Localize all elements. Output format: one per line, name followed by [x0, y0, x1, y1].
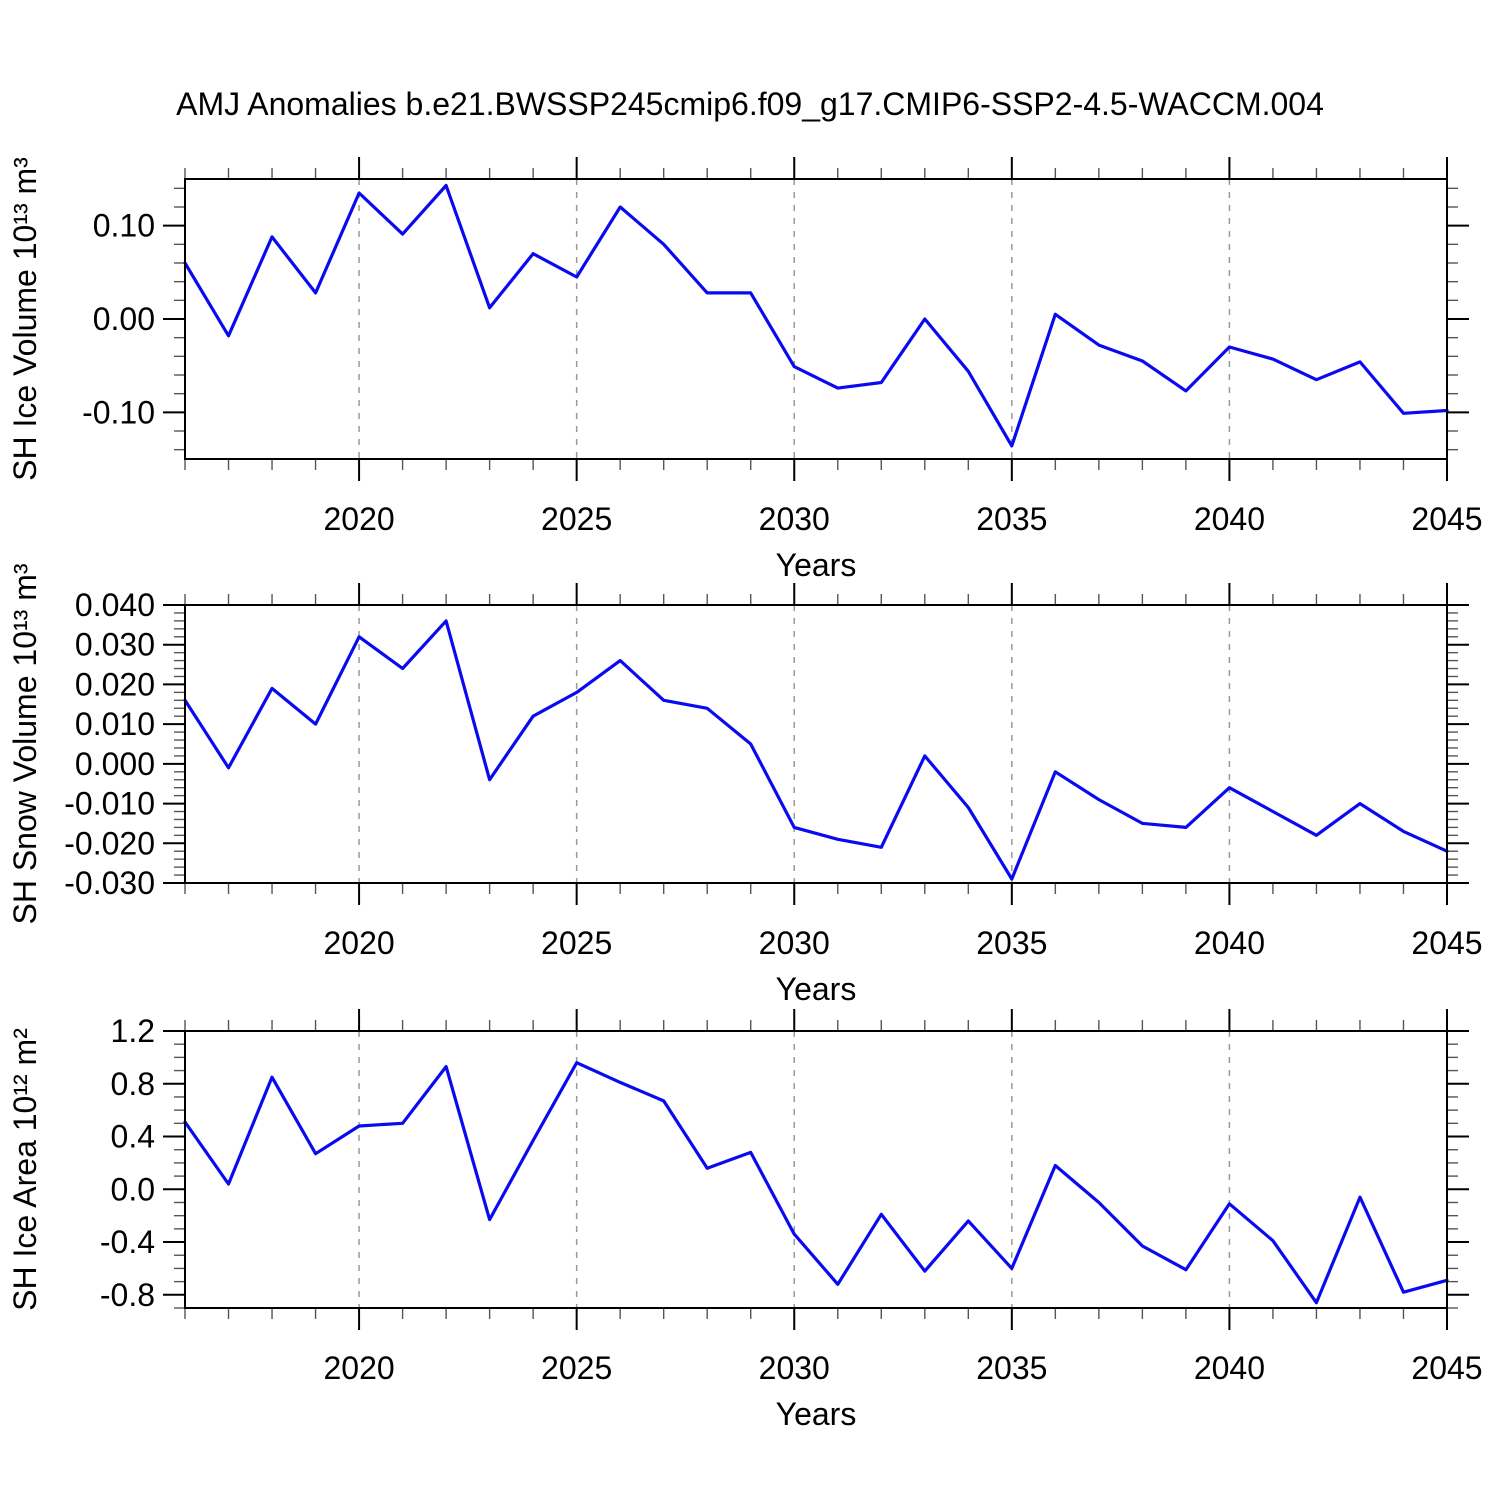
x-axis-title: Years	[776, 971, 857, 1007]
x-tick-label: 2025	[541, 501, 612, 537]
y-tick-labels: 0.10 0.00 -0.10	[82, 208, 155, 431]
x-tick-label: 2035	[976, 925, 1047, 961]
y-tick-label: 0.040	[75, 587, 155, 623]
y-ticks	[163, 1030, 1469, 1309]
y-tick-label: 0.10	[93, 208, 155, 244]
x-tick-label: 2040	[1194, 501, 1265, 537]
y-tick-label: 0.00	[93, 301, 155, 337]
y-tick-label: -0.8	[100, 1277, 155, 1313]
x-axis-title: Years	[776, 1396, 857, 1432]
x-tick-label: 2030	[759, 925, 830, 961]
x-tick-label: 2040	[1194, 925, 1265, 961]
x-tick-labels: 2020 2025 2030 2035 2040 2045	[323, 1350, 1482, 1386]
plot-border	[184, 1030, 1448, 1309]
y-tick-label: 0.4	[111, 1119, 155, 1155]
x-tick-label: 2020	[323, 1350, 394, 1386]
y-tick-label: -0.020	[64, 825, 155, 861]
y-ticks	[163, 187, 1469, 451]
y-tick-label: 0.030	[75, 627, 155, 663]
y-tick-labels: 1.2 0.8 0.4 0.0 -0.4 -0.8	[100, 1013, 155, 1313]
panel-sh-snow-volume: 2020 2025 2030 2035 2040 20450.0400.0300.0200…	[7, 563, 1483, 1007]
x-tick-label: 2045	[1411, 925, 1482, 961]
x-ticks	[184, 157, 1448, 481]
x-tick-label: 2035	[976, 1350, 1047, 1386]
plot-border	[184, 178, 1448, 460]
x-ticks	[184, 583, 1448, 905]
x-tick-label: 2020	[323, 925, 394, 961]
x-tick-label: 2030	[759, 501, 830, 537]
y-tick-label: -0.10	[82, 394, 155, 430]
panel-sh-ice-area: 2020 2025 2030 2035 2040 2045 1.2 0.8 0.4 0.0 -0.4…	[7, 1009, 1483, 1432]
gridlines	[358, 1031, 1231, 1308]
x-tick-label: 2030	[759, 1350, 830, 1386]
chart-title: AMJ Anomalies b.e21.BWSSP245cmip6.f09_g1…	[176, 86, 1324, 122]
x-ticks	[184, 1009, 1448, 1330]
y-tick-label: -0.010	[64, 786, 155, 822]
x-tick-label: 2025	[541, 925, 612, 961]
plot-border	[184, 604, 1448, 884]
y-tick-label: 0.020	[75, 666, 155, 702]
x-tick-label: 2025	[541, 1350, 612, 1386]
x-tick-label: 2020	[323, 501, 394, 537]
y-tick-label: 1.2	[111, 1013, 155, 1049]
x-tick-label: 2040	[1194, 1350, 1265, 1386]
y-tick-label: 0.010	[75, 706, 155, 742]
y-ticks	[163, 604, 1469, 884]
y-tick-label: -0.4	[100, 1224, 155, 1260]
series-line	[183, 183, 1449, 448]
panel-sh-ice-volume: 2020 2025 2030 2035 2040 2045 0.10 0.00 -0.10 Yea…	[7, 157, 1483, 583]
x-tick-label: 2045	[1411, 501, 1482, 537]
y-tick-label: 0.0	[111, 1171, 155, 1207]
y-axis-title: SH Ice Area 10¹² m²	[7, 1028, 43, 1311]
y-axis-title: SH Snow Volume 10¹³ m³	[7, 563, 43, 924]
x-tick-labels: 2020 2025 2030 2035 2040 2045	[323, 501, 1482, 537]
gridlines	[358, 605, 1231, 883]
x-axis-title: Years	[776, 547, 857, 583]
x-tick-label: 2045	[1411, 1350, 1482, 1386]
x-tick-labels: 2020 2025 2030 2035 2040 2045	[323, 925, 1482, 961]
series-line	[183, 1061, 1449, 1305]
y-tick-label: 0.8	[111, 1066, 155, 1102]
y-tick-label: 0.000	[75, 746, 155, 782]
gridlines	[358, 179, 1231, 459]
x-tick-label: 2035	[976, 501, 1047, 537]
y-axis-title: SH Ice Volume 10¹³ m³	[7, 157, 43, 481]
series-line	[183, 619, 1449, 881]
y-tick-label: -0.030	[64, 865, 155, 901]
